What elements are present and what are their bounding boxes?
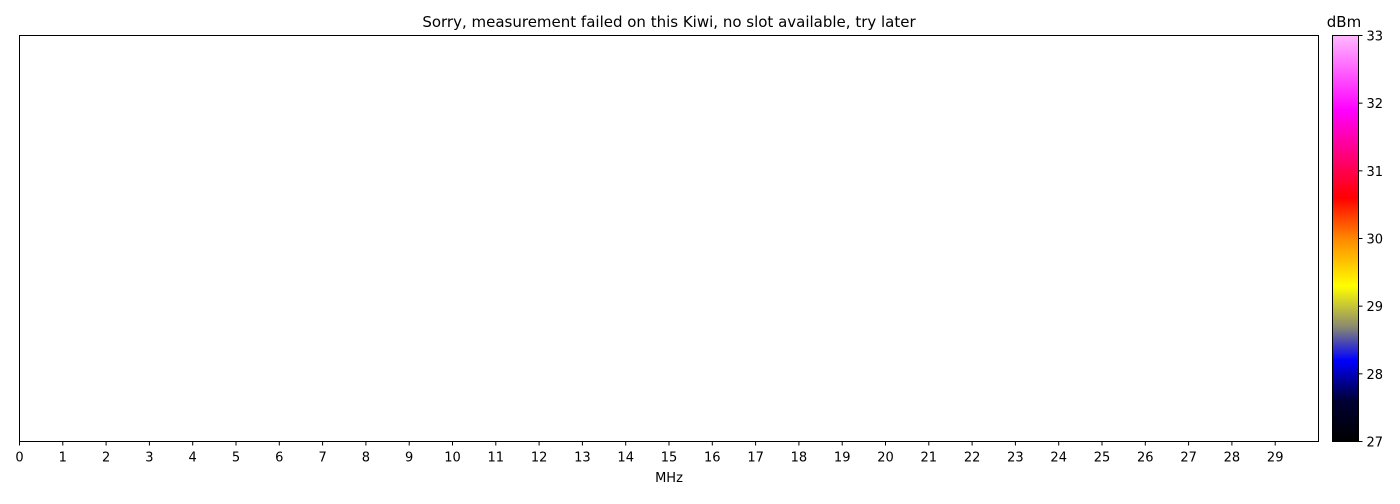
x-tick-label: 29 [1267,451,1284,466]
colorbar-tick-label: 30 [1367,233,1384,248]
x-tick-label: 6 [275,451,283,466]
x-tick-label: 22 [964,451,981,466]
x-tick-label: 7 [318,451,326,466]
colorbar-tick-label: 28 [1367,368,1384,383]
colorbar-tick-label: 29 [1367,300,1384,315]
x-tick-label: 3 [145,451,153,466]
x-tick-label: 27 [1180,451,1197,466]
x-tick-label: 10 [444,451,461,466]
chart-title: Sorry, measurement failed on this Kiwi, … [422,13,916,31]
x-tick-label: 4 [189,451,197,466]
colorbar-tick-label: 31 [1367,165,1384,180]
colorbar-tick-label: 32 [1367,97,1384,112]
plot-area [19,35,1319,442]
x-tick-label: 1 [59,451,67,466]
x-tick-label: 15 [661,451,678,466]
x-tick-label: 25 [1094,451,1111,466]
x-tick-label: 23 [1007,451,1024,466]
colorbar-ticks: 27 28 29 30 31 32 33 [1358,30,1384,451]
colorbar [1332,35,1359,442]
x-tick-label: 14 [617,451,634,466]
colorbar-tick-label: 33 [1367,30,1384,45]
x-tick-label: 18 [791,451,808,466]
x-tick-label: 16 [704,451,721,466]
colorbar-label: dBm [1327,13,1361,31]
x-tick-label: 28 [1224,451,1241,466]
x-tick-label: 9 [405,451,413,466]
x-tick-label: 20 [877,451,894,466]
x-tick-label: 24 [1050,451,1067,466]
x-tick-label: 26 [1137,451,1154,466]
x-tick-label: 0 [15,451,23,466]
x-tick-label: 5 [232,451,240,466]
x-tick-label: 12 [531,451,548,466]
x-tick-label: 11 [488,451,505,466]
x-axis-ticks: 0 1 2 3 4 5 6 7 8 9 10 11 12 13 14 15 16 17 18 19 20 21 22 23 24… [15,441,1284,466]
x-tick-label: 13 [574,451,591,466]
x-tick-label: 8 [362,451,370,466]
x-tick-label: 19 [834,451,851,466]
x-tick-label: 17 [747,451,764,466]
x-tick-label: 2 [102,451,110,466]
x-axis-label: MHz [655,471,683,486]
x-tick-label: 21 [921,451,938,466]
colorbar-tick-label: 27 [1367,436,1384,451]
